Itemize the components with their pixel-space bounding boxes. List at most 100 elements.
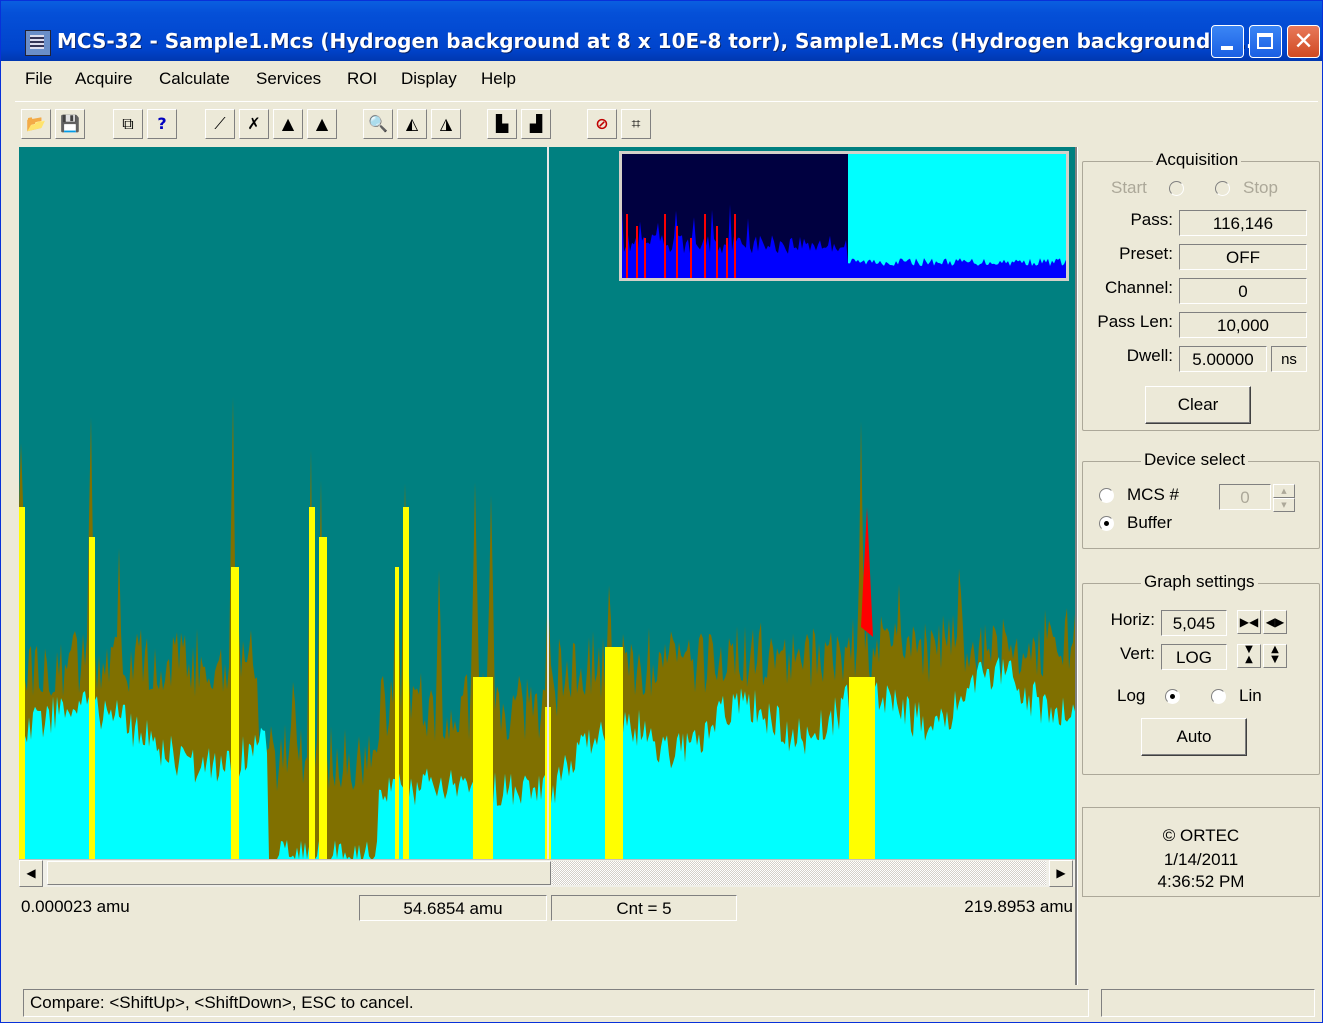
- maximize-button[interactable]: [1249, 25, 1282, 58]
- dwell-field[interactable]: 5.00000: [1179, 346, 1267, 372]
- stop-label: Stop: [1243, 178, 1278, 197]
- status-message: Compare: <ShiftUp>, <ShiftDown>, ESC to …: [23, 989, 1089, 1017]
- open-icon[interactable]: 📂: [21, 109, 51, 139]
- scroll-thumb[interactable]: [47, 861, 551, 885]
- menu-services[interactable]: Services: [256, 69, 322, 88]
- preset-label: Preset:: [1119, 244, 1173, 263]
- menu-bar: File Acquire Calculate Services ROI Disp…: [15, 63, 1318, 95]
- close-button[interactable]: ✕: [1287, 25, 1320, 58]
- roi-band: [605, 647, 623, 859]
- minimize-button[interactable]: [1211, 25, 1244, 58]
- cursor-line[interactable]: [547, 147, 549, 859]
- status-bar: Compare: <ShiftUp>, <ShiftDown>, ESC to …: [19, 989, 1319, 1019]
- mark-peak-icon[interactable]: ⟋: [205, 109, 235, 139]
- lin-label: Lin: [1239, 686, 1262, 705]
- start-radio[interactable]: [1169, 181, 1184, 196]
- mcs-radio[interactable]: [1099, 488, 1114, 503]
- current-trace: [19, 657, 1075, 859]
- device-select-group: Device select MCS # 0 ▲ ▼ Buffer: [1082, 450, 1320, 549]
- overview-window[interactable]: [619, 151, 1069, 281]
- save-icon[interactable]: 💾: [55, 109, 85, 139]
- mcs-label: MCS #: [1127, 485, 1179, 504]
- window-title: MCS-32 - Sample1.Mcs (Hydrogen backgroun…: [57, 29, 1254, 53]
- overview-graph: [622, 154, 1066, 278]
- roi-icon[interactable]: ▙: [487, 109, 517, 139]
- overview-roi-mark: [690, 238, 692, 278]
- mcs-number-field: 0: [1219, 484, 1271, 510]
- overview-roi-mark: [644, 238, 646, 278]
- acquisition-title: Acquisition: [1153, 150, 1242, 170]
- app-icon[interactable]: [25, 30, 51, 56]
- menu-display[interactable]: Display: [401, 69, 457, 88]
- horiz-field: 5,045: [1161, 610, 1227, 636]
- overview-trace: [622, 204, 1066, 278]
- clear-button[interactable]: Clear: [1145, 386, 1251, 424]
- lin-radio[interactable]: [1211, 689, 1226, 704]
- log-radio[interactable]: [1165, 689, 1180, 704]
- axis-readout: 0.000023 amu 54.6854 amu Cnt = 5 219.895…: [19, 891, 1075, 925]
- panel-divider: [1075, 147, 1078, 985]
- title-bar[interactable]: MCS-32 - Sample1.Mcs (Hydrogen backgroun…: [1, 1, 1322, 61]
- no-crc-icon[interactable]: ⊘: [587, 109, 617, 139]
- menu-calculate[interactable]: Calculate: [159, 69, 230, 88]
- prev-roi-icon[interactable]: ◭: [397, 109, 427, 139]
- next-roi-icon[interactable]: ◮: [431, 109, 461, 139]
- cursor-count: Cnt = 5: [551, 895, 737, 921]
- preset-field: OFF: [1179, 244, 1307, 270]
- next-peak-icon[interactable]: ▲: [307, 109, 337, 139]
- scroll-left-icon[interactable]: ◀: [19, 860, 43, 887]
- horiz-contract-icon[interactable]: ▶◀: [1237, 610, 1261, 634]
- cursor-value: 54.6854 amu: [359, 895, 547, 921]
- help-icon[interactable]: ?: [147, 109, 177, 139]
- menu-roi[interactable]: ROI: [347, 69, 378, 88]
- roi-band: [403, 507, 409, 859]
- roi-band: [89, 537, 95, 859]
- auto-button[interactable]: Auto: [1141, 718, 1247, 756]
- prev-peak-icon[interactable]: ▲: [273, 109, 303, 139]
- spectrum-plot[interactable]: [19, 147, 1075, 859]
- scroll-right-icon[interactable]: ▶: [1049, 860, 1073, 887]
- roi-band: [473, 677, 493, 859]
- menu-acquire[interactable]: Acquire: [75, 69, 133, 88]
- start-label: Start: [1111, 178, 1147, 197]
- pass-field: 116,146: [1179, 210, 1307, 236]
- buffer-radio[interactable]: [1099, 516, 1114, 531]
- scroll-track[interactable]: [552, 861, 1046, 885]
- company-label: © ORTEC: [1162, 826, 1240, 845]
- overview-roi-mark: [726, 238, 728, 278]
- compare-icon[interactable]: ⧉: [113, 109, 143, 139]
- toolbar: 📂 💾 ⧉ ? ⟋ ✗ ▲ ▲ 🔍 ◭ ◮ ▙ ▟ ⊘ ⌗: [15, 101, 1318, 144]
- roi-band: [19, 507, 25, 859]
- vert-expand-icon[interactable]: ▲ ▼: [1263, 644, 1287, 668]
- channel-field: 0: [1179, 278, 1307, 304]
- mcs-up-icon: ▲: [1273, 484, 1295, 498]
- overview-roi-mark: [636, 226, 638, 278]
- device-select-title: Device select: [1141, 450, 1249, 470]
- log-label: Log: [1117, 686, 1146, 705]
- overview-roi-mark: [676, 226, 678, 278]
- roi-band: [395, 567, 399, 859]
- pass-len-label: Pass Len:: [1097, 312, 1173, 331]
- export-icon[interactable]: ▟: [521, 109, 551, 139]
- horiz-expand-icon[interactable]: ◀▶: [1263, 610, 1287, 634]
- overview-roi-mark: [664, 214, 666, 278]
- stop-radio[interactable]: [1215, 181, 1230, 196]
- dwell-label: Dwell:: [1126, 346, 1173, 365]
- zoom-icon[interactable]: 🔍: [363, 109, 393, 139]
- horiz-label: Horiz:: [1110, 610, 1155, 629]
- menu-file[interactable]: File: [25, 69, 53, 88]
- roi-band: [231, 567, 239, 859]
- crop-icon[interactable]: ⌗: [621, 109, 651, 139]
- date-label: 1/14/2011: [1163, 850, 1239, 869]
- buffer-label: Buffer: [1127, 513, 1173, 532]
- vert-contract-icon[interactable]: ▼ ▲: [1237, 644, 1261, 668]
- time-label: 4:36:52 PM: [1157, 872, 1245, 891]
- horizontal-scrollbar[interactable]: ◀ ▶: [19, 859, 1075, 887]
- pass-label: Pass:: [1130, 210, 1173, 229]
- roi-band: [849, 677, 875, 859]
- menu-help[interactable]: Help: [481, 69, 516, 88]
- mcs-down-icon: ▼: [1273, 498, 1295, 512]
- roi-band: [309, 507, 315, 859]
- unmark-peak-icon[interactable]: ✗: [239, 109, 269, 139]
